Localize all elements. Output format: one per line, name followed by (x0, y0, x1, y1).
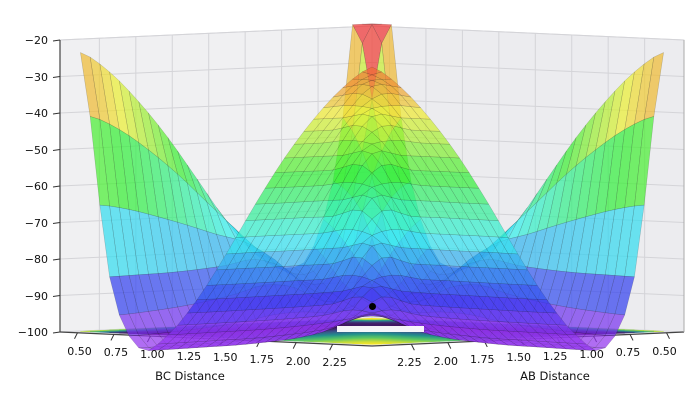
y-tick-label-3: 1.50 (506, 351, 531, 365)
saddle-point-marker (368, 302, 376, 310)
x-tick-label-0: 0.50 (67, 344, 92, 358)
z-tick-label-2: −40 (24, 107, 48, 120)
z-tick-label-7: −90 (24, 289, 48, 303)
x-tick-label-4: 1.50 (213, 351, 238, 365)
x-tick-label-1: 0.75 (103, 346, 129, 360)
x-tick-label-3: 1.25 (176, 349, 202, 363)
z-tick-label-0: −20 (24, 34, 48, 47)
y-tick-label-0: 2.25 (397, 356, 422, 370)
y-tick-label-5: 1.00 (579, 348, 604, 362)
y-axis-label-ab-distance: AB Distance (520, 369, 590, 383)
y-tick-label-7: 0.50 (652, 344, 677, 358)
z-tick-label-1: −30 (24, 70, 48, 84)
x-tick-label-2: 1.00 (140, 348, 165, 362)
x-tick-label-7: 2.25 (322, 356, 347, 370)
x-axis-label-bc-distance: BC Distance (155, 369, 225, 383)
y-tick-label-4: 1.25 (542, 349, 568, 363)
z-tick-label-3: −50 (24, 143, 48, 157)
floor-white-band (337, 326, 424, 332)
x-tick-label-5: 1.75 (249, 352, 274, 366)
y-tick-label-1: 2.00 (433, 354, 459, 368)
y-tick-label-2: 1.75 (470, 352, 495, 366)
z-tick-label-4: −60 (24, 180, 48, 193)
z-tick-label-5: −70 (24, 216, 48, 230)
z-tick-label-6: −80 (24, 253, 48, 266)
y-tick-label-6: 0.75 (615, 346, 641, 360)
z-tick-label-8: −100 (17, 326, 48, 339)
x-tick-label-6: 2.00 (285, 354, 311, 368)
